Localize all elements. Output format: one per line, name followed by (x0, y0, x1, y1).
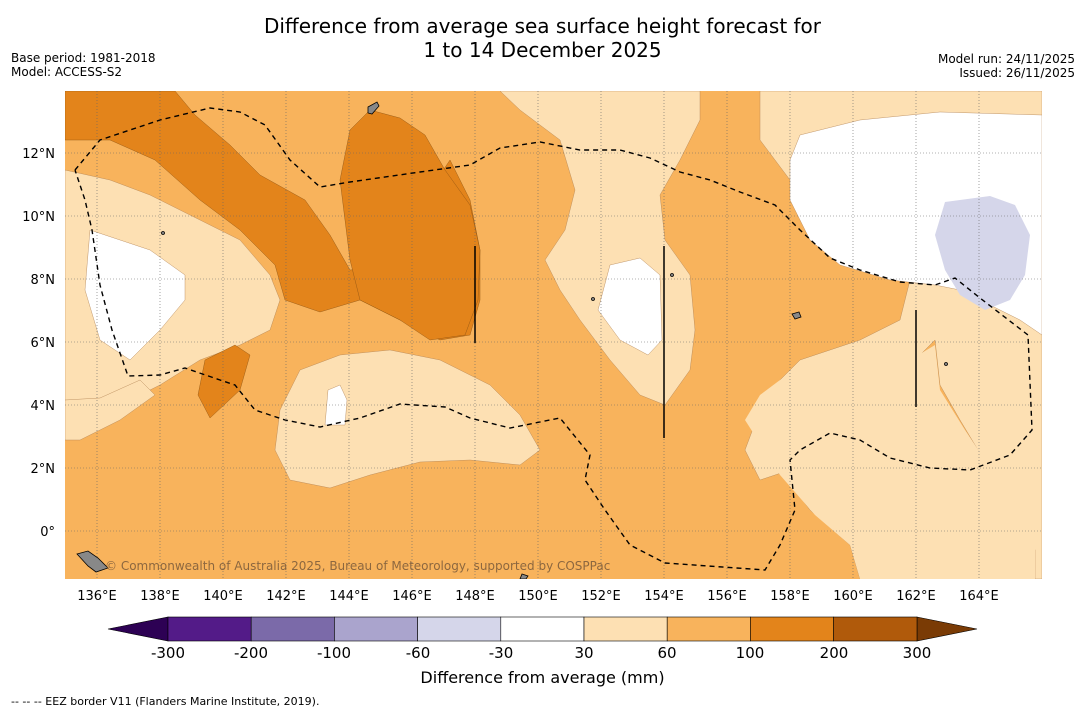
colorbar-ticks: -300 -200 -100 -60 -30 30 60 100 200 300 (151, 644, 931, 662)
issued-date: Issued: 26/11/2025 (959, 66, 1075, 80)
island-dot3 (670, 273, 674, 277)
lon-label-150e: 150°E (518, 589, 558, 604)
colorbar-title: Difference from average (mm) (420, 668, 665, 687)
colorbar-tick-4: -60 (406, 644, 431, 662)
region-30-60-east-fill (745, 345, 1035, 579)
watermark-text: © Commonwealth of Australia 2025, Bureau… (105, 559, 610, 573)
colorbar-bin-2 (250, 616, 335, 642)
colorbar-bin-1 (167, 616, 252, 642)
lat-labels: 12°N 10°N 8°N 6°N 4°N 2°N 0° (22, 147, 55, 540)
lon-label-158e: 158°E (770, 589, 810, 604)
island-east (791, 311, 802, 320)
eez-segments (474, 246, 917, 438)
region-100-200-small (197, 344, 251, 419)
lon-label-154e: 154°E (644, 589, 684, 604)
lon-label-142e: 142°E (266, 589, 306, 604)
base-period: Base period: 1981-2018 (11, 51, 156, 65)
colorbar-bin-9 (833, 616, 918, 642)
colorbar-bin-5 (500, 616, 585, 642)
lat-label-12n: 12°N (22, 147, 55, 162)
lat-label-8n: 8°N (31, 273, 56, 288)
lat-label-2n: 2°N (31, 462, 56, 477)
lon-label-152e: 152°E (581, 589, 621, 604)
colorbar-tick-9: 200 (820, 644, 849, 662)
model-name: Model: ACCESS-S2 (11, 65, 123, 79)
islands (76, 101, 948, 579)
meta-right: Model run: 24/11/2025 Issued: 26/11/2025 (938, 52, 1075, 80)
lon-label-148e: 148°E (455, 589, 495, 604)
region-30-60-central (274, 349, 541, 489)
title-line-2: 1 to 14 December 2025 (423, 38, 662, 62)
colorbar-tick-8: 100 (736, 644, 765, 662)
island-sw (76, 550, 109, 573)
colorbar-over-arrow (916, 616, 978, 642)
colorbar-tick-2: -200 (234, 644, 268, 662)
meta-left: Base period: 1981-2018 Model: ACCESS-S2 (11, 51, 156, 79)
lon-labels: 136°E 138°E 140°E 142°E 144°E 146°E 148°… (77, 589, 999, 604)
lon-label-144e: 144°E (329, 589, 369, 604)
colorbar (107, 616, 978, 642)
lat-label-0: 0° (40, 525, 55, 540)
model-run: Model run: 24/11/2025 (937, 52, 1075, 66)
island-dot1 (161, 231, 165, 235)
colorbar-tick-10: 300 (903, 644, 932, 662)
colorbar-under-arrow (107, 616, 169, 642)
lon-label-136e: 136°E (77, 589, 117, 604)
region-100-200-center (339, 109, 481, 341)
island-dot2 (591, 297, 595, 301)
eez-border (74, 107, 1033, 571)
graticule (65, 91, 1042, 579)
lon-label-138e: 138°E (140, 589, 180, 604)
colorbar-tick-5: -30 (489, 644, 514, 662)
eez-legend-footer: -- -- -- EEZ border V11 (Flanders Marine… (11, 695, 320, 708)
colorbar-tick-7: 60 (657, 644, 676, 662)
lon-label-156e: 156°E (707, 589, 747, 604)
lon-label-162e: 162°E (896, 589, 936, 604)
colorbar-bin-6 (583, 616, 668, 642)
map-title: Difference from average sea surface heig… (0, 14, 1085, 62)
colorbar-bin-4 (417, 616, 502, 642)
colorbar-tick-6: 30 (574, 644, 593, 662)
lon-label-160e: 160°E (833, 589, 873, 604)
island-dot4 (944, 362, 948, 366)
colorbar-bin-7 (666, 616, 751, 642)
island-sw2 (519, 573, 529, 579)
region-neg60-30-east (935, 196, 1030, 310)
title-line-1: Difference from average sea surface heig… (263, 14, 822, 38)
lon-label-146e: 146°E (392, 589, 432, 604)
lat-label-6n: 6°N (31, 336, 56, 351)
lon-label-140e: 140°E (203, 589, 243, 604)
colorbar-bin-3 (334, 616, 418, 642)
island-north (367, 101, 380, 115)
colorbar-tick-3: -100 (317, 644, 351, 662)
colorbar-bin-8 (750, 616, 834, 642)
map-field: © Commonwealth of Australia 2025, Bureau… (65, 91, 1042, 579)
lat-label-4n: 4°N (31, 399, 56, 414)
colorbar-tick-1: -300 (151, 644, 185, 662)
lat-label-10n: 10°N (22, 210, 55, 225)
lon-label-164e: 164°E (959, 589, 999, 604)
region-neutral-mid (597, 257, 663, 356)
region-30-60-west-lower (65, 379, 156, 441)
